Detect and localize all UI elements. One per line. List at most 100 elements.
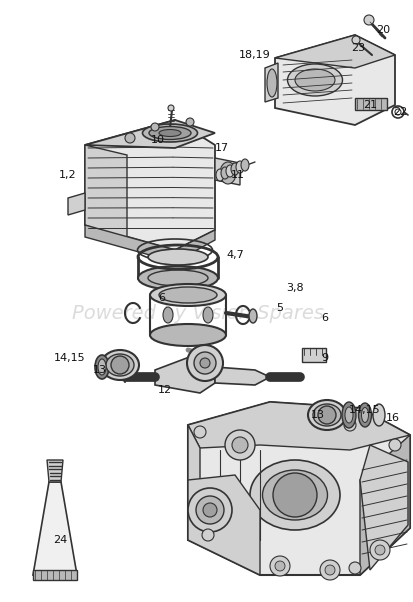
Ellipse shape	[267, 69, 277, 97]
Circle shape	[203, 503, 217, 517]
Circle shape	[270, 556, 290, 576]
Ellipse shape	[150, 324, 226, 346]
Ellipse shape	[236, 161, 244, 173]
Text: 9: 9	[321, 353, 329, 363]
Circle shape	[111, 356, 129, 374]
Text: 5: 5	[276, 303, 283, 313]
Circle shape	[151, 123, 159, 131]
Ellipse shape	[101, 350, 139, 380]
Polygon shape	[85, 225, 215, 262]
Circle shape	[364, 15, 374, 25]
Polygon shape	[265, 63, 278, 102]
Ellipse shape	[250, 460, 340, 530]
Polygon shape	[155, 353, 215, 393]
Circle shape	[186, 118, 194, 126]
Circle shape	[188, 488, 232, 532]
Ellipse shape	[159, 129, 181, 137]
Circle shape	[325, 565, 335, 575]
Polygon shape	[188, 402, 410, 575]
Polygon shape	[188, 475, 260, 575]
Circle shape	[318, 406, 336, 424]
Text: 3,8: 3,8	[286, 283, 304, 293]
Circle shape	[187, 345, 223, 381]
Ellipse shape	[142, 124, 197, 142]
Polygon shape	[85, 145, 127, 240]
Circle shape	[273, 473, 317, 517]
Ellipse shape	[241, 159, 249, 171]
Ellipse shape	[313, 404, 341, 426]
Circle shape	[352, 36, 360, 44]
Ellipse shape	[203, 307, 213, 323]
Ellipse shape	[226, 165, 234, 177]
Circle shape	[389, 439, 401, 451]
Ellipse shape	[149, 126, 191, 140]
Text: 21: 21	[363, 100, 377, 110]
Text: 20: 20	[376, 25, 390, 35]
Circle shape	[349, 562, 361, 574]
Circle shape	[225, 430, 255, 460]
Ellipse shape	[358, 403, 372, 427]
Text: 4,7: 4,7	[226, 250, 244, 260]
Ellipse shape	[287, 64, 342, 96]
Text: 23: 23	[351, 43, 365, 53]
Text: Powered by Vision Spares: Powered by Vision Spares	[72, 303, 324, 323]
Ellipse shape	[373, 404, 385, 426]
Ellipse shape	[159, 287, 217, 303]
Ellipse shape	[148, 249, 208, 265]
Polygon shape	[33, 482, 77, 575]
Polygon shape	[275, 35, 395, 68]
Ellipse shape	[95, 355, 109, 379]
Ellipse shape	[106, 354, 134, 376]
Circle shape	[275, 561, 285, 571]
Text: 10: 10	[151, 135, 165, 145]
Ellipse shape	[150, 284, 226, 306]
Ellipse shape	[263, 470, 328, 520]
Text: 17: 17	[215, 143, 229, 153]
Ellipse shape	[138, 266, 218, 290]
Circle shape	[196, 496, 224, 524]
Circle shape	[200, 358, 210, 368]
Circle shape	[370, 540, 390, 560]
Circle shape	[194, 426, 206, 438]
Text: 13: 13	[93, 365, 107, 375]
Text: 22: 22	[393, 107, 407, 117]
Polygon shape	[85, 120, 215, 250]
Circle shape	[125, 133, 135, 143]
Circle shape	[168, 105, 174, 111]
Ellipse shape	[216, 169, 224, 181]
Ellipse shape	[295, 69, 335, 91]
Ellipse shape	[249, 309, 257, 323]
Circle shape	[375, 545, 385, 555]
Polygon shape	[215, 158, 240, 185]
Polygon shape	[360, 445, 408, 570]
Ellipse shape	[220, 162, 236, 184]
Polygon shape	[188, 425, 200, 540]
Text: 18,19: 18,19	[239, 50, 271, 60]
Ellipse shape	[221, 167, 229, 179]
Text: 14,15: 14,15	[349, 405, 381, 415]
Text: 11: 11	[231, 170, 245, 180]
Circle shape	[320, 560, 340, 580]
Polygon shape	[47, 460, 63, 482]
Polygon shape	[275, 35, 395, 125]
Ellipse shape	[361, 408, 368, 423]
Polygon shape	[85, 120, 215, 148]
Circle shape	[232, 437, 248, 453]
Text: 6: 6	[159, 293, 166, 303]
Polygon shape	[188, 402, 410, 450]
Polygon shape	[215, 367, 270, 385]
Circle shape	[202, 529, 214, 541]
Text: 6: 6	[321, 313, 328, 323]
Bar	[33, 570, 77, 580]
Ellipse shape	[342, 402, 356, 428]
Ellipse shape	[345, 407, 353, 423]
Ellipse shape	[163, 307, 173, 323]
Ellipse shape	[231, 163, 239, 175]
Text: 24: 24	[53, 535, 67, 545]
Ellipse shape	[98, 359, 106, 375]
Text: 16: 16	[386, 413, 400, 423]
Text: 1,2: 1,2	[59, 170, 77, 180]
Polygon shape	[360, 435, 410, 575]
Circle shape	[194, 352, 216, 374]
Ellipse shape	[308, 400, 346, 430]
